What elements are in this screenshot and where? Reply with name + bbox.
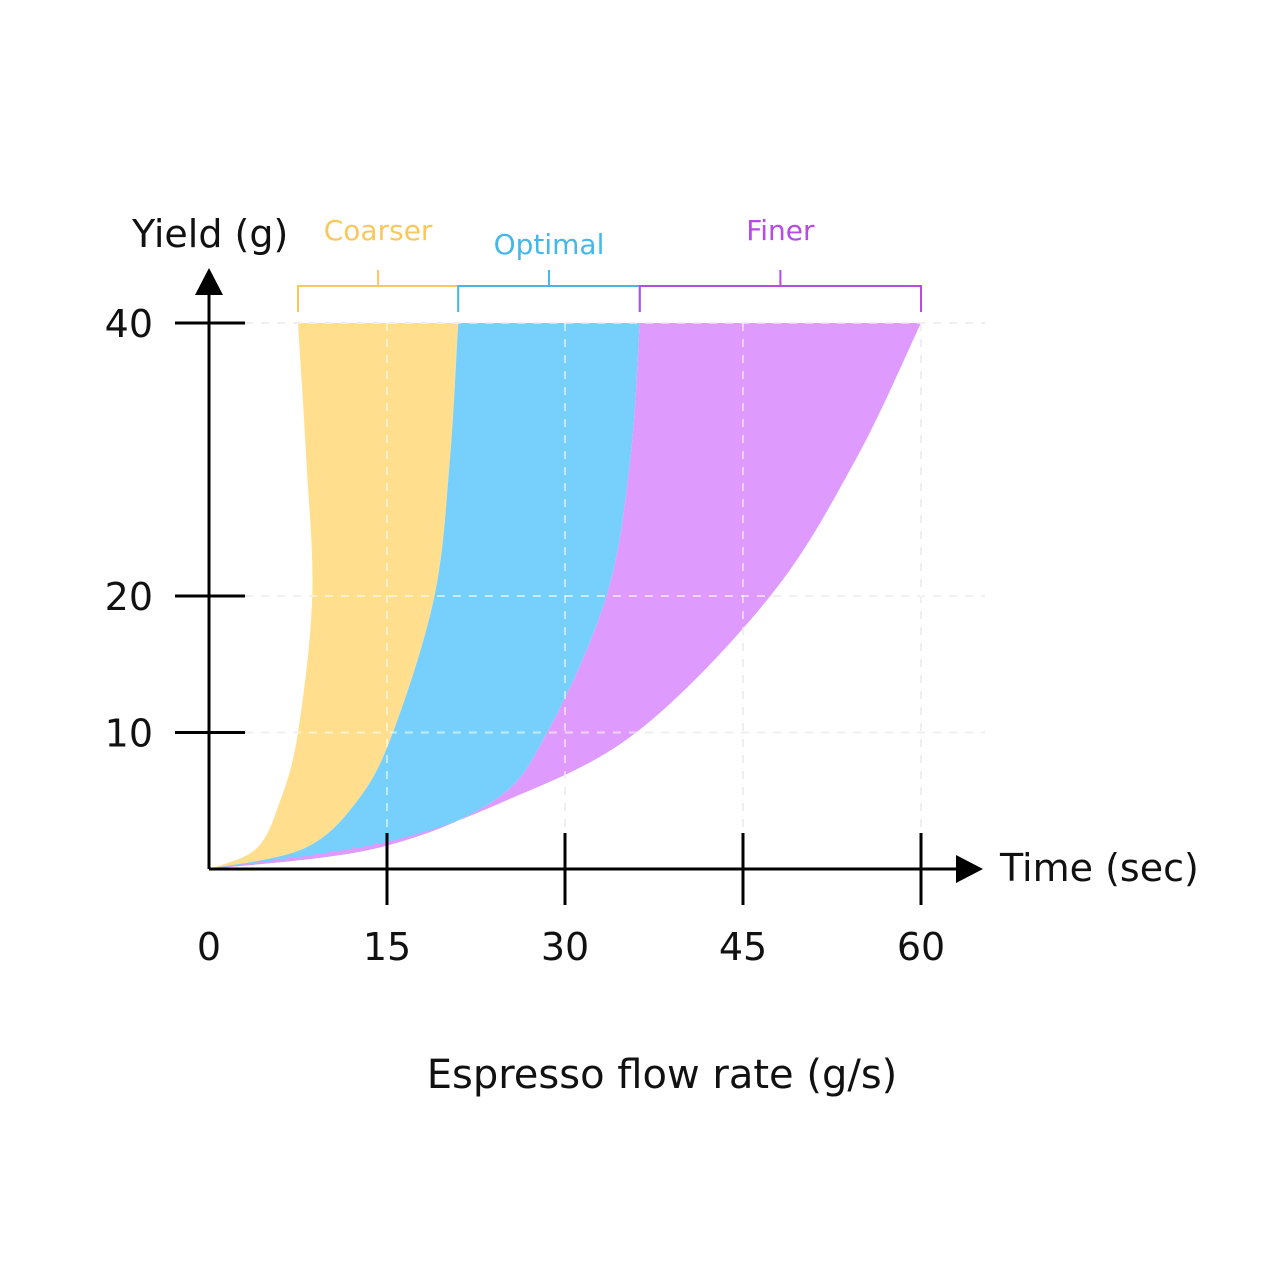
band-coarser <box>209 323 459 869</box>
gridlines-overlay <box>245 322 985 869</box>
band-label-coarser: Coarser <box>324 214 433 247</box>
band-brackets: Coarser Optimal Finer <box>297 214 922 312</box>
band-finer <box>209 323 921 869</box>
x-axis-title: Time (sec) <box>999 846 1199 890</box>
x-tick-label: 15 <box>363 925 411 969</box>
x-tick-label: 45 <box>719 925 767 969</box>
band-label-optimal: Optimal <box>494 228 605 261</box>
chart-caption: Espresso flow rate (g/s) <box>427 1052 898 1098</box>
bracket-line <box>638 285 922 312</box>
yield-bands <box>209 322 985 869</box>
y-tick-label: 40 <box>105 302 153 346</box>
band-label-finer: Finer <box>746 214 815 247</box>
bracket-line <box>297 285 460 312</box>
y-axis-arrow-icon <box>195 268 223 295</box>
bracket-coarser: Coarser <box>297 214 460 312</box>
band-optimal <box>209 323 640 869</box>
bracket-line <box>457 285 641 312</box>
x-axis-arrow-icon <box>956 855 983 883</box>
y-tick-label: 20 <box>105 575 153 619</box>
y-axis-title: Yield (g) <box>131 212 288 256</box>
y-tick-label: 10 <box>105 712 153 756</box>
x-tick-label: 30 <box>541 925 589 969</box>
axes <box>195 268 983 883</box>
x-tick-label: 0 <box>197 925 221 969</box>
ticks: 10 20 40 0 15 30 45 60 <box>105 302 946 969</box>
x-tick-label: 60 <box>897 925 945 969</box>
bracket-finer: Finer <box>638 214 922 312</box>
bracket-optimal: Optimal <box>457 228 641 312</box>
